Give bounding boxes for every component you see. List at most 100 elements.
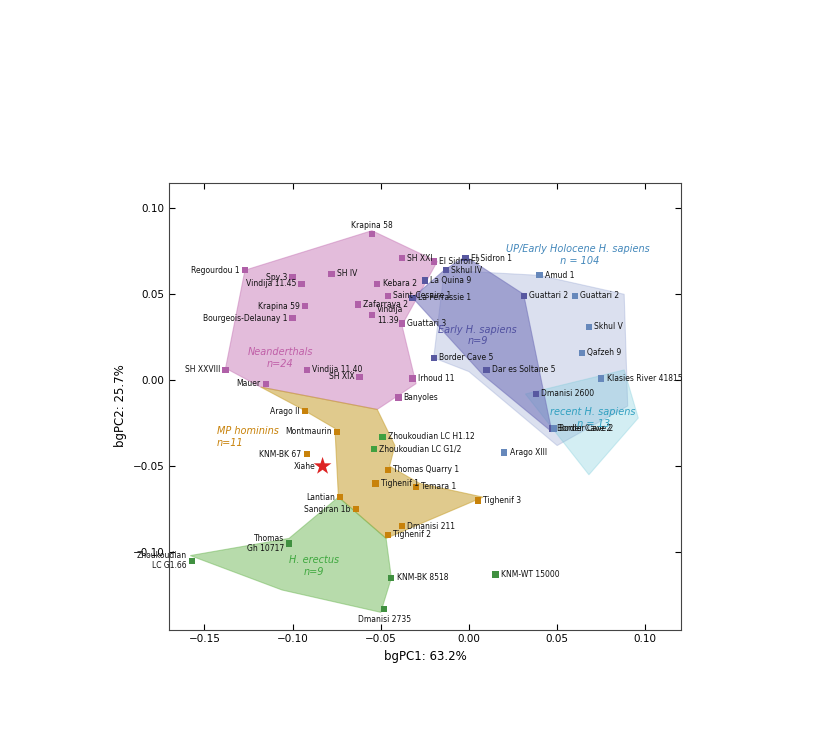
Text: La Ferrassie 1: La Ferrassie 1	[417, 294, 471, 302]
Point	[418, 275, 431, 287]
Polygon shape	[412, 256, 552, 432]
Text: Skhul IV: Skhul IV	[451, 266, 483, 275]
Text: Arago II: Arago II	[270, 407, 299, 416]
Text: Krapina 59: Krapina 59	[257, 302, 299, 311]
Text: MP hominins
n=11: MP hominins n=11	[217, 426, 279, 448]
Text: El Sidron 2: El Sidron 2	[439, 257, 480, 266]
Text: Tighenif 2: Tighenif 2	[394, 530, 431, 539]
Text: recent H. sapiens
 n = 13: recent H. sapiens n = 13	[549, 408, 635, 429]
Text: Arago XIII: Arago XIII	[510, 448, 547, 457]
Point	[595, 372, 608, 384]
Text: Amud 1: Amud 1	[544, 271, 574, 280]
Point	[582, 321, 596, 333]
Text: Bourgeois-Delaunay 1: Bourgeois-Delaunay 1	[203, 314, 287, 323]
Point	[427, 256, 441, 267]
Text: Mauer: Mauer	[237, 379, 261, 388]
Text: Thomas
Gh 10717: Thomas Gh 10717	[247, 534, 284, 554]
Text: Dar es Soltane 5: Dar es Soltane 5	[492, 365, 555, 375]
Point	[406, 292, 419, 304]
Text: Regourdou 1: Regourdou 1	[191, 266, 240, 275]
Text: Zhoukoudian LC G1/2: Zhoukoudian LC G1/2	[379, 445, 461, 454]
Text: Sangiran 1b: Sangiran 1b	[304, 504, 351, 514]
Point	[370, 278, 384, 290]
Point	[471, 495, 484, 507]
Text: Border Cave 2: Border Cave 2	[557, 424, 611, 433]
Text: Zafarraya 2: Zafarraya 2	[363, 300, 408, 309]
Point	[350, 503, 363, 515]
Point	[533, 270, 546, 282]
Point	[351, 299, 365, 311]
Point	[333, 491, 346, 503]
Point	[295, 278, 308, 290]
Text: Dmanisi 2600: Dmanisi 2600	[541, 390, 594, 399]
Point	[353, 371, 366, 383]
Point	[395, 317, 408, 329]
Text: UP/Early Holocene H. sapiens
 n = 104: UP/Early Holocene H. sapiens n = 104	[507, 244, 650, 265]
Point	[409, 481, 422, 492]
Point	[395, 253, 408, 264]
Point	[440, 264, 453, 276]
Polygon shape	[225, 231, 437, 410]
Point	[260, 378, 273, 390]
Point	[238, 264, 252, 276]
Text: El Sidron 1: El Sidron 1	[471, 253, 512, 263]
Text: KNM-BK 67: KNM-BK 67	[259, 450, 301, 459]
Point	[381, 290, 394, 302]
Polygon shape	[526, 370, 639, 475]
Text: KNM-WT 15000: KNM-WT 15000	[501, 570, 559, 579]
Point	[299, 300, 312, 312]
Point	[378, 603, 391, 615]
Point	[300, 448, 314, 460]
Point	[545, 422, 559, 434]
Text: H. erectus
n=9: H. erectus n=9	[289, 555, 339, 577]
Text: Guattari 2: Guattari 2	[529, 291, 568, 300]
Text: Xiahe: Xiahe	[294, 462, 315, 471]
Text: Zhoukoudian
LC G1.66: Zhoukoudian LC G1.66	[137, 551, 186, 571]
Text: Qafzeh 9: Qafzeh 9	[587, 348, 621, 358]
Text: Kebara 2: Kebara 2	[383, 279, 417, 288]
Point	[480, 364, 493, 376]
Text: SH XXI: SH XXI	[408, 253, 433, 263]
Text: Klasies River 41815: Klasies River 41815	[606, 374, 682, 383]
Point	[369, 478, 382, 489]
X-axis label: bgPC1: 63.2%: bgPC1: 63.2%	[384, 650, 466, 663]
Y-axis label: bgPC2: 25.7%: bgPC2: 25.7%	[114, 364, 127, 448]
Text: Temara 1: Temara 1	[422, 482, 456, 492]
Text: Guattari 2: Guattari 2	[580, 291, 620, 300]
Text: Saint-Cesaire 1: Saint-Cesaire 1	[394, 291, 451, 300]
Point	[330, 426, 343, 438]
Point	[427, 352, 441, 364]
Point	[406, 372, 419, 384]
Point	[365, 228, 379, 240]
Point	[286, 312, 299, 324]
Point	[219, 364, 232, 376]
Point	[384, 572, 398, 584]
Text: Early H. sapiens
n=9: Early H. sapiens n=9	[438, 325, 517, 346]
Point	[517, 290, 530, 302]
Text: Irhoud 11: Irhoud 11	[417, 374, 455, 383]
Text: KNM-BK 8518: KNM-BK 8518	[397, 574, 448, 583]
Polygon shape	[191, 497, 391, 612]
Text: Vindija
11.39: Vindija 11.39	[377, 305, 403, 325]
Point	[392, 391, 405, 403]
Text: Border Cave 2: Border Cave 2	[559, 424, 613, 433]
Text: Guattari 3: Guattari 3	[408, 319, 446, 328]
Point	[376, 431, 389, 443]
Text: Montmaurin: Montmaurin	[285, 428, 332, 437]
Text: Tighenif 1: Tighenif 1	[381, 479, 419, 488]
Polygon shape	[261, 387, 483, 539]
Point	[489, 568, 502, 580]
Point	[459, 253, 472, 264]
Text: SH XXVIII: SH XXVIII	[185, 365, 220, 375]
Point	[395, 521, 408, 533]
Point	[497, 446, 511, 458]
Text: Zhoukoudian LC H1.12: Zhoukoudian LC H1.12	[388, 432, 474, 442]
Text: Skhul V: Skhul V	[594, 323, 623, 332]
Point	[299, 405, 312, 417]
Text: Spy 3: Spy 3	[266, 273, 287, 282]
Text: SH IV: SH IV	[337, 269, 357, 278]
Text: Dmanisi 2735: Dmanisi 2735	[358, 615, 411, 624]
Text: Krapina 58: Krapina 58	[351, 221, 393, 230]
Point	[530, 388, 543, 400]
Text: Dmanisi 211: Dmanisi 211	[408, 522, 455, 531]
